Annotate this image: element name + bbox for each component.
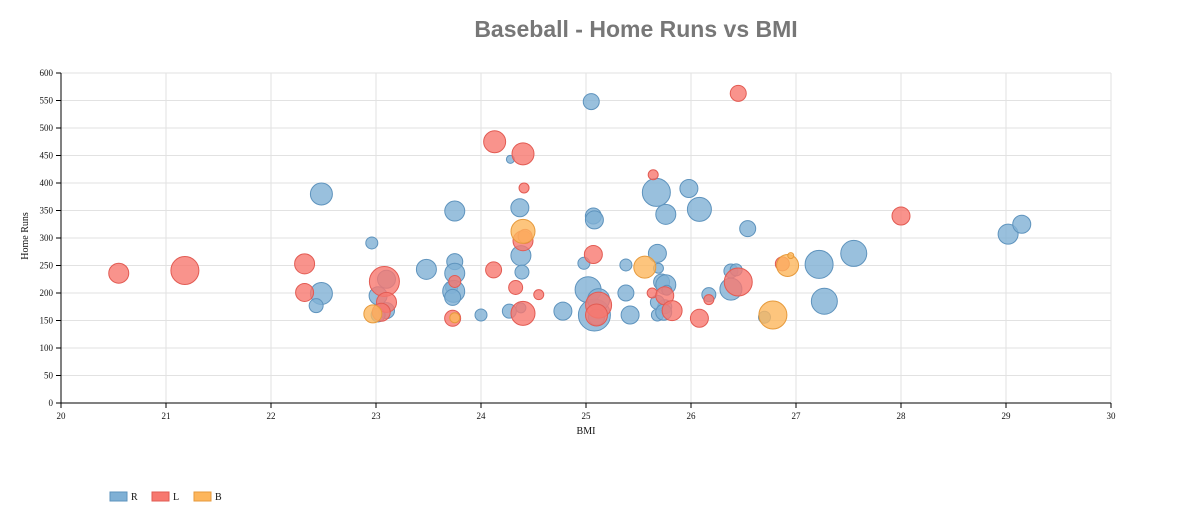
bubble-L[interactable] [510,300,536,326]
bubble-R[interactable] [840,239,868,267]
x-tick-label: 22 [267,411,276,421]
bubble-L[interactable] [485,261,503,279]
x-tick-label: 28 [897,411,907,421]
bubble-B[interactable] [510,218,536,244]
bubble-L[interactable] [583,245,603,264]
bubble-L[interactable] [448,274,462,288]
legend-swatch [193,491,212,502]
x-tick-label: 27 [792,411,802,421]
bubbles [108,84,1032,332]
bubble-R[interactable] [739,220,757,238]
y-tick-label: 50 [44,371,54,381]
series-L [108,84,911,328]
y-tick-label: 150 [40,316,54,326]
bubble-R[interactable] [514,264,530,280]
x-tick-label: 21 [162,411,171,421]
bubble-L[interactable] [295,282,315,302]
bubble-L[interactable] [483,130,507,154]
bubble-R[interactable] [415,258,437,280]
bubble-R[interactable] [1012,214,1032,234]
bubble-R[interactable] [308,298,324,314]
x-tick-label: 29 [1002,411,1012,421]
x-tick-label: 26 [687,411,697,421]
bubble-B[interactable] [633,255,657,279]
x-tick-label: 20 [57,411,67,421]
x-tick-label: 24 [477,411,487,421]
bubble-L[interactable] [533,289,545,301]
bubble-L[interactable] [891,206,911,226]
bubble-R[interactable] [584,210,604,230]
bubble-R[interactable] [553,301,573,321]
y-tick-label: 0 [49,398,54,408]
x-axis-label: BMI [577,426,596,437]
legend-swatch [109,491,128,502]
y-tick-label: 300 [40,233,54,243]
y-tick-label: 100 [40,343,54,353]
bubble-R[interactable] [617,284,635,302]
grid-lines [60,72,1112,404]
bubble-R[interactable] [997,223,1019,245]
bubble-B[interactable] [776,254,800,277]
x-tick-label: 23 [372,411,382,421]
y-tick-label: 500 [40,123,54,133]
y-tick-label: 600 [40,68,54,78]
series-B [363,218,800,330]
x-tick-label: 30 [1107,411,1117,421]
bubble-B[interactable] [363,304,383,324]
bubble-R[interactable] [641,177,671,207]
bubble-B[interactable] [758,300,788,330]
legend-item-L[interactable]: L [151,491,179,503]
bubble-R[interactable] [365,236,379,250]
y-tick-label: 550 [40,96,54,106]
legend-swatch [151,491,170,502]
legend-label: R [131,492,138,503]
bubble-R[interactable] [510,198,530,218]
bubble-L[interactable] [170,255,200,285]
bubble-R[interactable] [582,93,600,111]
bubble-L[interactable] [511,142,535,166]
bubble-R[interactable] [804,249,834,279]
bubble-B[interactable] [787,252,795,260]
x-tick-label: 25 [582,411,592,421]
y-tick-label: 450 [40,151,54,161]
legend-label: L [173,492,179,503]
bubble-L[interactable] [585,303,608,327]
bubble-L[interactable] [661,300,683,322]
y-tick-label: 350 [40,206,54,216]
legend-item-B[interactable]: B [193,491,222,503]
bubble-L[interactable] [518,182,530,194]
legend-label: B [215,492,222,503]
bubble-R[interactable] [679,179,699,198]
bubble-L[interactable] [729,84,747,102]
bubble-R[interactable] [655,203,677,225]
bubble-L[interactable] [108,262,130,284]
bubble-L[interactable] [508,280,524,295]
y-tick-label: 400 [40,178,54,188]
bubble-R[interactable] [444,288,462,306]
bubble-R[interactable] [686,196,712,222]
bubble-R[interactable] [619,258,633,272]
bubble-L[interactable] [689,308,709,328]
bubble-L[interactable] [647,169,659,181]
bubble-R[interactable] [620,305,640,325]
legend-item-R[interactable]: R [109,491,138,503]
bubble-R[interactable] [444,200,466,222]
chart-title: Baseball - Home Runs vs BMI [474,16,797,42]
bubble-R[interactable] [647,243,667,263]
bubble-B[interactable] [449,312,461,324]
bubble-R[interactable] [474,308,488,322]
bubble-R[interactable] [810,287,838,315]
axes: 20 21 22 23 24 25 26 27 28 29 30050100150200250300… [40,68,1117,421]
bubble-L[interactable] [294,253,316,275]
bubble-R[interactable] [309,182,333,206]
y-tick-label: 250 [40,261,54,271]
y-tick-label: 200 [40,288,54,298]
bubble-L[interactable] [723,267,753,297]
bubble-L[interactable] [368,265,400,297]
bubble-L[interactable] [703,294,715,306]
y-axis-label: Home Runs [20,212,31,260]
